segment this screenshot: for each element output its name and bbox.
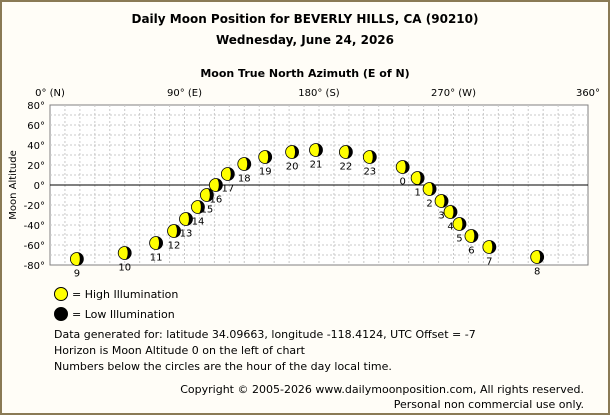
moon-shadow xyxy=(429,182,437,196)
legend-high: = High Illumination xyxy=(54,287,178,301)
hour-label: 14 xyxy=(192,217,205,228)
moon-shadow xyxy=(489,240,496,254)
y-tick-label: 40° xyxy=(27,141,45,152)
hour-label: 6 xyxy=(468,246,474,257)
hour-label: 23 xyxy=(363,167,376,178)
usage-note: Personal non commercial use only. xyxy=(393,398,584,411)
high-illumination-icon xyxy=(54,287,68,301)
x-tick-label: 0° (N) xyxy=(35,88,65,99)
hour-label: 20 xyxy=(286,162,299,173)
info-location: Data generated for: latitude 34.09663, l… xyxy=(54,328,476,341)
x-tick-label: 360° xyxy=(576,88,600,99)
hour-label: 22 xyxy=(340,162,353,173)
x-tick-label: 180° (S) xyxy=(298,88,340,99)
hour-label: 21 xyxy=(310,160,323,171)
moon-shadow xyxy=(227,167,235,181)
moon-shadow xyxy=(76,252,84,266)
hour-label: 8 xyxy=(534,267,540,278)
moon-shadow xyxy=(369,150,377,164)
moon-shadow xyxy=(441,194,449,208)
y-tick-label: 60° xyxy=(27,121,45,132)
chart-title: Daily Moon Position for BEVERLY HILLS, C… xyxy=(131,12,479,26)
hour-label: 10 xyxy=(118,263,131,274)
moon-shadow xyxy=(345,145,353,159)
hour-label: 1 xyxy=(414,188,420,199)
moon-shadow xyxy=(244,157,251,171)
moon-shadow xyxy=(316,143,323,157)
chart-subtitle: Wednesday, June 24, 2026 xyxy=(215,33,394,47)
moon-shadow xyxy=(537,250,544,264)
hour-label: 16 xyxy=(210,195,223,206)
legend-low: = Low Illumination xyxy=(54,307,175,321)
moon-shadow xyxy=(156,236,163,250)
moon-shadow xyxy=(471,229,478,243)
x-axis-title: Moon True North Azimuth (E of N) xyxy=(200,67,410,80)
y-tick-label: -20° xyxy=(24,201,45,212)
hour-label: 13 xyxy=(180,229,193,240)
moon-shadow xyxy=(402,160,410,174)
legend-high-label: = High Illumination xyxy=(72,287,179,301)
x-tick-label: 90° (E) xyxy=(167,88,202,99)
hour-label: 3 xyxy=(438,211,444,222)
hour-label: 2 xyxy=(426,199,432,210)
info-horizon: Horizon is Moon Altitude 0 on the left o… xyxy=(54,344,305,357)
moon-shadow xyxy=(417,171,425,185)
y-axis-title: Moon Altitude xyxy=(8,150,19,219)
moon-shadow xyxy=(206,188,214,202)
moon-shadow xyxy=(124,246,132,260)
hour-label: 5 xyxy=(456,234,462,245)
hour-label: 11 xyxy=(150,253,163,264)
hour-label: 12 xyxy=(168,241,181,252)
moon-shadow xyxy=(185,212,193,226)
y-tick-label: 0° xyxy=(34,181,45,192)
moon-shadow xyxy=(450,205,458,219)
moon-shadow xyxy=(459,217,466,231)
info-hours: Numbers below the circles are the hour o… xyxy=(54,360,392,373)
y-tick-label: -60° xyxy=(24,241,45,252)
hour-label: 9 xyxy=(74,269,80,280)
moon-shadow xyxy=(292,145,299,159)
hour-label: 4 xyxy=(447,222,453,233)
hour-label: 15 xyxy=(201,205,214,216)
moon-shadow xyxy=(174,224,181,238)
moon-shadow xyxy=(265,150,272,164)
moon-shadow xyxy=(197,200,205,214)
hour-label: 19 xyxy=(259,167,272,178)
y-tick-label: 20° xyxy=(27,161,45,172)
y-tick-label: -80° xyxy=(24,261,45,272)
y-tick-label: -40° xyxy=(24,221,45,232)
legend-low-label: = Low Illumination xyxy=(72,307,175,321)
moon-shadow xyxy=(215,178,223,192)
moon-position-chart: 80° 60° 40° 20° 0° -20° -40° -60° -80° 0° (N) 90° … xyxy=(8,88,600,280)
low-illumination-icon xyxy=(54,307,68,321)
hour-label: 17 xyxy=(221,184,234,195)
hour-label: 7 xyxy=(486,257,492,268)
hour-label: 0 xyxy=(400,177,406,188)
y-tick-label: 80° xyxy=(27,101,45,112)
hour-label: 18 xyxy=(238,174,251,185)
copyright: Copyright © 2005-2026 www.dailymoonposit… xyxy=(180,383,584,396)
x-tick-label: 270° (W) xyxy=(431,88,476,99)
